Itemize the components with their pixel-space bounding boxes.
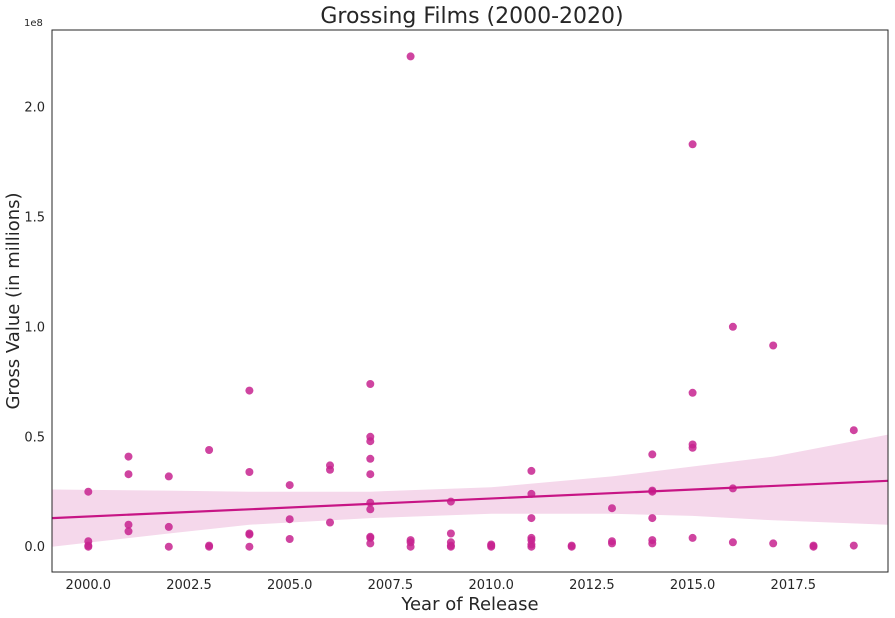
data-point	[648, 539, 657, 548]
data-point	[245, 468, 254, 476]
data-point	[527, 466, 536, 475]
data-point	[769, 539, 778, 548]
plot-area	[51, 52, 889, 551]
data-point	[366, 539, 375, 548]
y-offset-label: 1e8	[24, 18, 43, 29]
data-point	[849, 426, 858, 435]
data-point	[688, 388, 697, 397]
data-point	[527, 542, 536, 551]
data-point	[205, 446, 214, 454]
data-point	[164, 542, 173, 551]
confidence-band	[52, 434, 888, 547]
data-point	[809, 542, 818, 551]
data-point	[688, 443, 697, 452]
data-point	[527, 514, 536, 523]
y-tick-label: 1.5	[24, 210, 45, 225]
data-point	[688, 533, 697, 542]
x-axis-ticks: 2000.0 2002.5 2005.0 2007.5 2010.0 2012.5 2015…	[66, 578, 817, 593]
data-point	[406, 52, 415, 61]
data-point	[366, 505, 375, 514]
y-tick-label: 2.0	[24, 101, 45, 116]
data-point	[366, 533, 375, 542]
data-point	[326, 518, 334, 527]
data-point	[567, 542, 576, 551]
data-point	[648, 514, 657, 523]
data-point	[446, 529, 455, 538]
data-point	[124, 527, 133, 536]
data-point	[849, 541, 858, 550]
data-point	[164, 472, 173, 481]
data-point	[487, 542, 496, 551]
data-point	[285, 481, 294, 490]
data-point	[245, 542, 254, 551]
data-point	[446, 497, 455, 506]
data-point	[164, 522, 173, 531]
data-point	[769, 341, 778, 350]
data-point	[84, 487, 93, 496]
data-point	[245, 386, 254, 395]
data-point	[366, 470, 375, 479]
data-point	[285, 535, 294, 543]
data-point	[285, 515, 294, 524]
y-axis-title: Gross Value (in millions)	[3, 192, 24, 409]
y-tick-label: 0.0	[24, 540, 45, 555]
data-point	[366, 380, 375, 388]
data-point	[406, 542, 415, 551]
y-axis-ticks: 0.0 0.5 1.0 1.5 2.0	[24, 101, 45, 556]
axes-frame	[51, 29, 889, 573]
data-point	[608, 504, 616, 513]
data-point	[688, 140, 697, 149]
data-point	[326, 465, 334, 474]
y-tick-label: 1.0	[24, 320, 45, 335]
data-point	[84, 542, 93, 551]
data-point	[446, 542, 455, 551]
data-point	[124, 452, 133, 461]
x-tick-label: 2000.0	[66, 578, 112, 593]
x-tick-label: 2017.5	[771, 578, 817, 593]
x-tick-label: 2007.5	[368, 578, 414, 593]
x-tick-label: 2002.5	[166, 578, 212, 593]
data-point	[205, 542, 214, 551]
x-tick-label: 2015.0	[670, 578, 716, 593]
data-point	[728, 538, 737, 547]
data-point	[366, 454, 375, 463]
data-point	[124, 520, 133, 529]
data-point	[608, 539, 616, 548]
x-tick-label: 2012.5	[569, 578, 615, 593]
data-point	[245, 530, 254, 539]
x-axis-title: Year of Release	[400, 594, 538, 615]
data-point	[728, 322, 737, 331]
data-point	[366, 437, 375, 446]
data-point	[124, 470, 133, 479]
y-tick-label: 0.5	[24, 430, 45, 445]
regression-line	[51, 479, 889, 520]
x-tick-label: 2005.0	[267, 578, 313, 593]
data-point	[648, 450, 657, 459]
x-tick-label: 2010.0	[468, 578, 514, 593]
chart-title: Grossing Films (2000-2020)	[320, 4, 623, 29]
